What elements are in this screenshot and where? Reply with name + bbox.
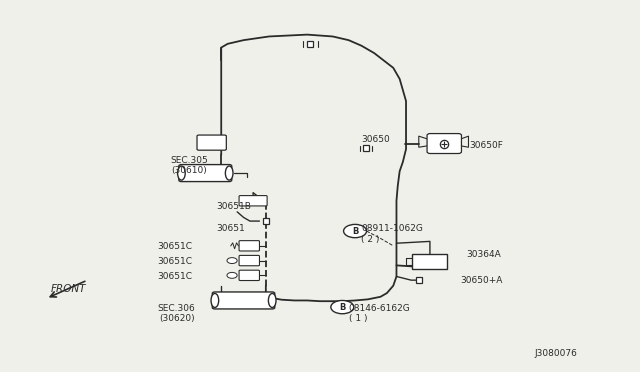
Text: J3080076: J3080076 [534,350,577,359]
Circle shape [227,272,237,278]
Text: 08911-1062G
( 2 ): 08911-1062G ( 2 ) [362,224,423,244]
Text: 30364A: 30364A [467,250,501,259]
Text: 30650: 30650 [362,135,390,144]
FancyBboxPatch shape [239,270,259,280]
Ellipse shape [268,294,276,308]
Text: 30651C: 30651C [157,257,193,266]
Text: 30651: 30651 [216,224,245,233]
Text: 30651C: 30651C [157,272,193,281]
FancyBboxPatch shape [427,134,461,154]
Ellipse shape [177,166,185,180]
FancyBboxPatch shape [239,196,267,206]
FancyBboxPatch shape [212,292,275,309]
Text: 30650F: 30650F [470,141,504,150]
Text: B: B [352,227,358,235]
Circle shape [227,258,237,263]
Text: SEC.305
(30610): SEC.305 (30610) [170,156,208,175]
Text: 30650+A: 30650+A [460,276,502,285]
Text: FRONT: FRONT [51,284,86,294]
Ellipse shape [225,166,233,180]
Circle shape [331,301,354,314]
FancyBboxPatch shape [239,256,259,266]
FancyBboxPatch shape [239,241,259,251]
Circle shape [344,224,367,238]
FancyBboxPatch shape [197,135,227,150]
FancyBboxPatch shape [412,254,447,269]
Text: 30651C: 30651C [157,243,193,251]
Text: SEC.306
(30620): SEC.306 (30620) [157,304,195,323]
Text: 30651B: 30651B [216,202,252,211]
Text: B: B [339,302,346,312]
Text: 08146-6162G
( 1 ): 08146-6162G ( 1 ) [349,304,410,323]
FancyBboxPatch shape [179,164,232,182]
Ellipse shape [211,294,219,308]
